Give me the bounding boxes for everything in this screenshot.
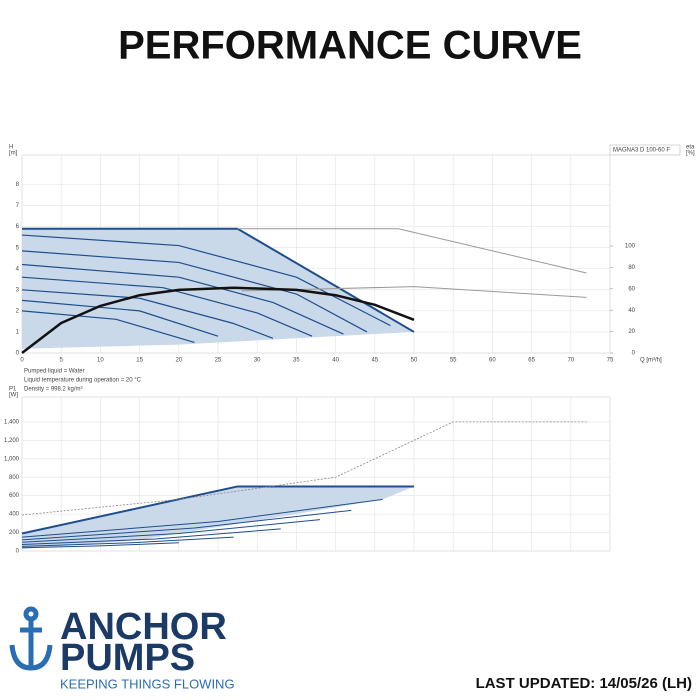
y2-tick-label: 20	[628, 329, 635, 335]
model-box	[609, 144, 681, 156]
y-tick-label: 1	[16, 330, 20, 336]
x-tick-label: 75	[607, 358, 614, 364]
model-label: MAGNA3 D 100-60 F	[613, 148, 670, 154]
y-tick-label: 6	[16, 224, 20, 230]
x-tick-label: 65	[528, 358, 535, 364]
x-tick-label: 0	[20, 358, 24, 364]
curve	[21, 286, 415, 354]
curve	[21, 250, 368, 333]
curve	[21, 234, 391, 327]
y-tick-label: 800	[9, 475, 20, 481]
curve	[21, 421, 587, 516]
y-tick-label: 8	[16, 182, 20, 188]
curve	[21, 528, 281, 546]
x-tick-label: 60	[489, 358, 496, 364]
x-tick-label: 35	[293, 358, 300, 364]
updated: LAST UPDATED: 14/05/26 (LH)	[476, 675, 692, 692]
curve	[21, 485, 414, 535]
curve	[21, 542, 179, 549]
y-tick-label: 7	[16, 203, 20, 209]
curve	[21, 509, 352, 541]
y-tick-label: 3	[16, 287, 20, 293]
x-tick-label: 30	[254, 358, 261, 364]
y-tick-label: 600	[9, 493, 20, 499]
y2-tick-label: 80	[628, 265, 635, 271]
curve	[21, 299, 219, 337]
curve	[21, 263, 344, 335]
curve	[21, 498, 383, 538]
curve	[21, 310, 195, 344]
curve	[21, 276, 313, 337]
logo-name: PUMPS	[60, 637, 195, 679]
page-title: PERFORMANCE CURVE	[118, 24, 582, 68]
y-tick-label: 1,000	[4, 456, 20, 462]
y-tick-label: 0	[16, 549, 20, 555]
note: Pumped liquid = Water	[24, 369, 85, 375]
note: Liquid temperature during operation = 20…	[24, 378, 142, 384]
x-tick-label: 50	[411, 358, 418, 364]
y-tick-label: 5	[16, 245, 20, 251]
curve	[21, 536, 234, 547]
y-axis-label: [W]	[9, 393, 18, 399]
y-axis-label: P1	[9, 387, 17, 393]
x-tick-label: 45	[371, 358, 378, 364]
y-tick-label: 1,400	[4, 419, 20, 425]
y2-tick-label: 40	[628, 308, 635, 314]
x-tick-label: 20	[175, 358, 182, 364]
x-tick-label: 5	[60, 358, 64, 364]
note: Density = 998.2 kg/m³	[24, 387, 83, 393]
curve	[21, 519, 320, 543]
x-tick-label: 40	[332, 358, 339, 364]
logo-name: ANCHOR	[60, 606, 227, 648]
x-tick-label: 70	[567, 358, 574, 364]
y-tick-label: 4	[16, 266, 20, 272]
y2-tick-label: 100	[625, 244, 636, 250]
x-axis-label: Q [m³/h]	[640, 358, 662, 364]
curve	[237, 228, 587, 274]
y-tick-label: 400	[9, 512, 20, 518]
y2-axis-label: eta	[686, 145, 695, 151]
y-tick-label: 0	[16, 351, 20, 357]
y-axis-label: H	[9, 145, 13, 151]
x-tick-label: 15	[136, 358, 143, 364]
y-tick-label: 1,200	[4, 438, 20, 444]
y-axis-label: [m]	[9, 151, 18, 157]
x-tick-label: 55	[450, 358, 457, 364]
y-tick-label: 200	[9, 530, 20, 536]
y2-axis-label: [%]	[686, 151, 695, 157]
logo-tagline: KEEPING THINGS FLOWING	[60, 676, 235, 691]
x-tick-label: 10	[97, 358, 104, 364]
y-tick-label: 2	[16, 308, 20, 314]
curve	[21, 289, 274, 339]
y2-tick-label: 60	[628, 286, 635, 292]
x-tick-label: 25	[215, 358, 222, 364]
logo-icon	[9, 606, 53, 671]
y2-tick-label: 0	[632, 351, 636, 357]
